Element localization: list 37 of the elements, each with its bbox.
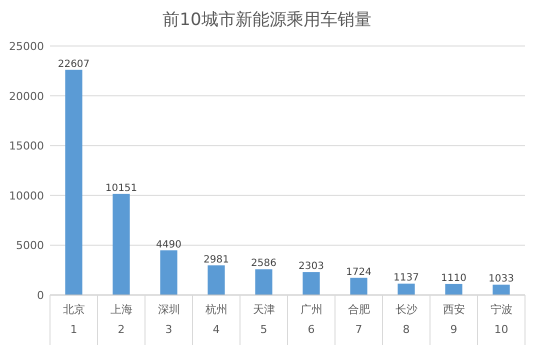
data-label: 2586 (251, 258, 276, 270)
bar (160, 250, 178, 295)
bar (65, 70, 82, 295)
x-tick-label: 广州 6 (300, 303, 322, 336)
data-label: 22607 (58, 58, 90, 70)
bar (302, 272, 320, 295)
data-label: 1724 (346, 266, 372, 278)
bar (112, 194, 130, 295)
bar (255, 269, 272, 295)
x-tick-label: 合肥 7 (348, 303, 370, 336)
x-tick-label: 天津 5 (252, 303, 275, 336)
x-tick-label: 西安 9 (442, 303, 465, 336)
y-tick-label: 5000 (16, 239, 44, 252)
data-label: 2303 (298, 261, 324, 272)
chart-title: 前10城市新能源乘用车销量 (162, 10, 372, 30)
data-label: 2981 (204, 254, 229, 266)
x-tick-label: 长沙 8 (395, 303, 418, 336)
y-tick-label: 0 (37, 289, 44, 302)
data-label: 10151 (105, 182, 138, 194)
y-tick-label: 10000 (9, 189, 44, 202)
data-label: 1110 (441, 272, 466, 284)
bar (445, 284, 462, 295)
bar (350, 278, 368, 295)
y-tick-label: 20000 (9, 90, 44, 103)
x-tick-label: 北京 1 (62, 303, 85, 336)
y-tick-label: 15000 (9, 140, 44, 153)
bar (398, 284, 415, 295)
data-label: 4490 (156, 239, 182, 250)
data-label: 1137 (394, 272, 419, 284)
bar (208, 265, 225, 295)
x-tick-label: 深圳 3 (158, 303, 180, 336)
x-tick-label: 宁波 10 (490, 303, 512, 336)
x-tick-label: 上海 2 (110, 303, 132, 336)
x-tick-label: 杭州 4 (204, 303, 228, 336)
y-tick-label: 25000 (9, 40, 44, 53)
bar (492, 284, 510, 295)
data-label: 1033 (488, 274, 514, 285)
